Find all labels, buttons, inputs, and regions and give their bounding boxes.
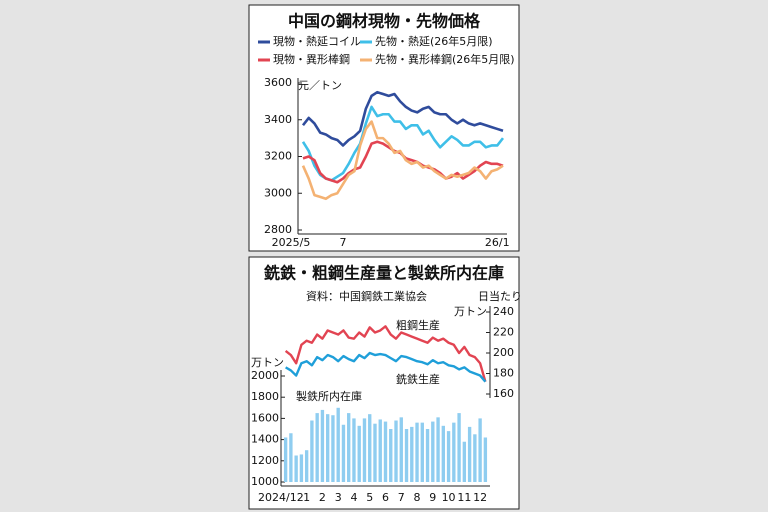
chart-title: 中国の鋼材現物・先物価格 (288, 12, 481, 31)
bar (483, 437, 488, 482)
bar (399, 417, 403, 482)
legend-label: 先物・熱延(26年5月限) (375, 34, 493, 48)
legend-label: 先物・異形棒鋼(26年5月限) (375, 52, 515, 66)
bar (436, 417, 440, 482)
bar (415, 422, 419, 482)
y-axis-label: 元／トン (298, 79, 342, 92)
bar (425, 429, 430, 482)
line (301, 90, 504, 147)
bar (310, 420, 314, 482)
line (285, 351, 487, 383)
line (301, 105, 505, 182)
bar (467, 426, 472, 482)
y-tick-label: 3200 (264, 150, 292, 163)
x-tick-label: 11 (457, 491, 471, 504)
y2-tick-label: 240 (493, 305, 514, 318)
bar (357, 425, 361, 482)
x-tick-label: 3 (335, 491, 342, 504)
bar (378, 419, 382, 482)
bar (478, 418, 482, 482)
bar (320, 409, 325, 482)
bar (347, 413, 351, 482)
x-tick-label: 4 (350, 491, 357, 504)
y2-tick-label: 180 (493, 367, 514, 380)
bar (431, 421, 435, 482)
x-tick-label: 2024/12 (258, 491, 304, 504)
y2-tick-label: 200 (493, 346, 514, 359)
bar (457, 413, 461, 482)
series-label: 銑鉄生産 (396, 372, 440, 386)
bar (331, 415, 335, 482)
y-tick-label: 1800 (251, 390, 279, 403)
x-tick-label: 10 (442, 491, 456, 504)
series-label: 製鉄所内在庫 (296, 389, 362, 403)
x-tick-label: 5 (366, 491, 373, 504)
y-axis-label: 万トン (251, 356, 284, 369)
bar (289, 433, 293, 482)
bar (404, 429, 409, 482)
line (301, 120, 504, 201)
bar (283, 437, 288, 482)
bar (304, 450, 309, 482)
x-tick-label: 8 (414, 491, 421, 504)
bar (410, 426, 414, 482)
bar (452, 422, 456, 482)
top-panel (248, 4, 520, 252)
y2-axis-label: 万トン (454, 305, 487, 318)
y2-axis-note: 日当たり (478, 289, 522, 303)
bar (420, 422, 424, 482)
x-tick-label: 7 (398, 491, 405, 504)
x-tick-label: 1 (303, 491, 310, 504)
bar (352, 418, 356, 482)
y-tick-label: 1200 (251, 454, 279, 467)
y-tick-label: 2000 (251, 369, 279, 382)
y-tick-label: 1400 (251, 433, 279, 446)
y2-tick-label: 160 (493, 387, 514, 400)
x-tick-label: 12 (473, 491, 487, 504)
y2-tick-label: 220 (493, 326, 514, 339)
x-tick-label: 2025/5 (272, 236, 311, 249)
bar (473, 434, 477, 482)
x-tick-label: 9 (429, 491, 436, 504)
bar (394, 420, 398, 482)
x-tick-label: 2 (319, 491, 326, 504)
bar (368, 414, 372, 482)
x-tick-label: 26/1 (485, 236, 510, 249)
bar (383, 421, 388, 482)
bar (389, 429, 393, 482)
bar (325, 414, 330, 482)
legend-label: 現物・熱延コイル (273, 34, 361, 48)
bar (362, 418, 367, 482)
series-label: 粗鋼生産 (396, 318, 440, 332)
y-tick-label: 3600 (264, 76, 292, 89)
y-tick-label: 1600 (251, 411, 279, 424)
bar (315, 413, 319, 482)
bar (299, 454, 304, 482)
x-tick-label: 7 (340, 236, 347, 249)
bar (446, 431, 451, 482)
bar (441, 425, 446, 482)
x-tick-label: 6 (382, 491, 389, 504)
bar (294, 455, 298, 482)
chart-title: 銑鉄・粗鋼生産量と製鉄所内在庫 (263, 264, 504, 283)
y-tick-label: 3400 (264, 113, 292, 126)
y-tick-label: 3000 (264, 186, 292, 199)
bar (373, 423, 377, 482)
source: 資料：中国鋼鉄工業協会 (306, 289, 427, 303)
bar (336, 407, 340, 482)
line (284, 325, 487, 383)
y-tick-label: 2800 (264, 223, 292, 236)
bar (462, 441, 467, 482)
y-tick-label: 1000 (251, 475, 279, 488)
legend-label: 現物・異形棒鋼 (273, 52, 350, 66)
bar (341, 424, 346, 482)
